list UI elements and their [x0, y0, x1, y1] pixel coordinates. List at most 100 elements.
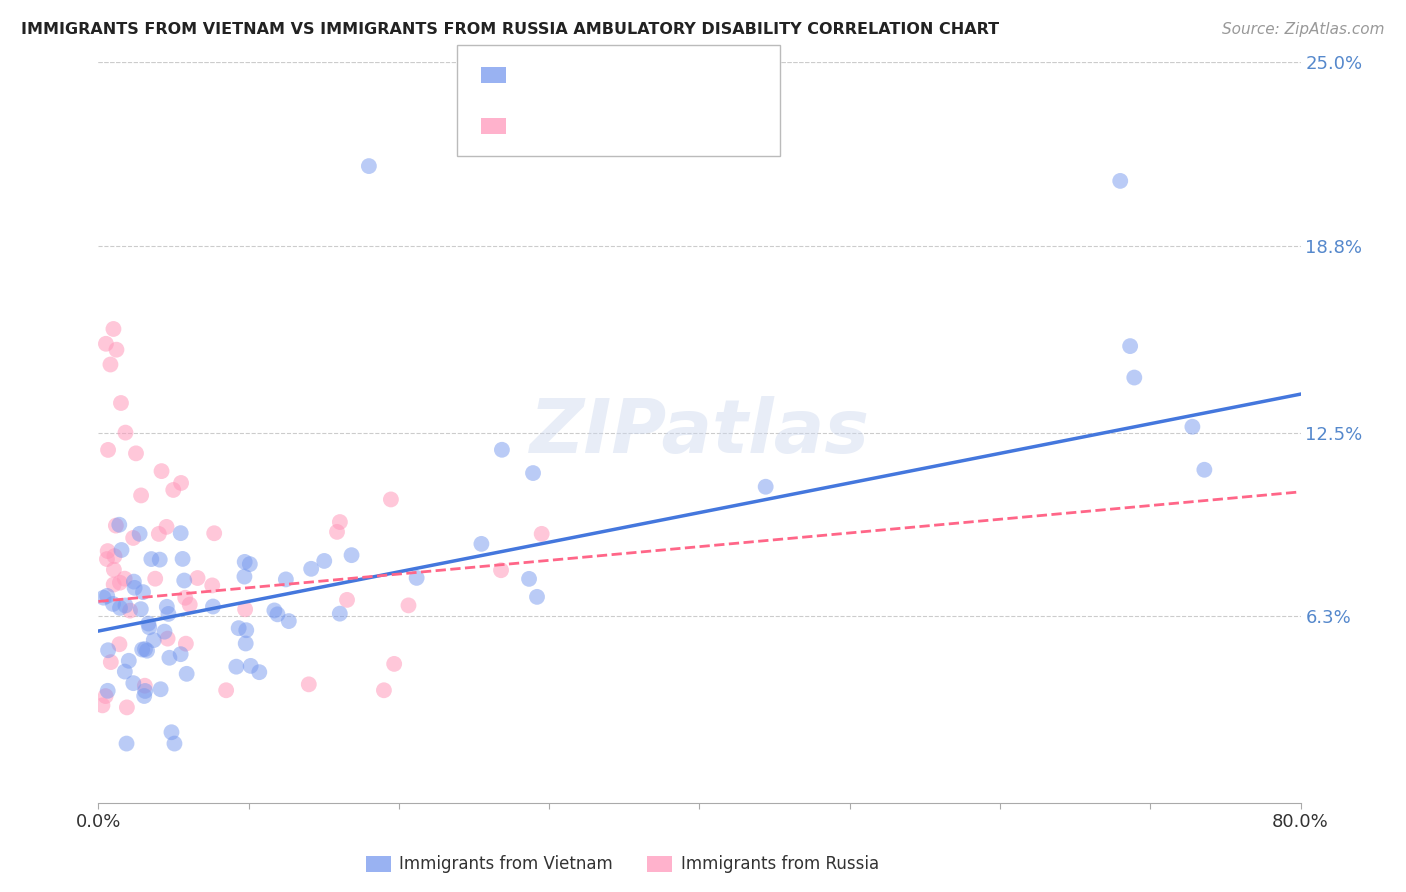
- Point: [129, 602, 152, 616]
- Point: [125, 446, 148, 460]
- Point: [153, 624, 176, 639]
- Point: [274, 573, 297, 587]
- Point: [93, 591, 115, 605]
- Text: N =: N =: [619, 66, 671, 84]
- Point: [233, 555, 256, 569]
- Point: [1109, 174, 1132, 188]
- Point: [266, 607, 288, 622]
- Point: [174, 591, 197, 605]
- Point: [329, 515, 352, 529]
- Point: [176, 666, 198, 681]
- Point: [228, 621, 250, 635]
- Point: [138, 620, 160, 634]
- Point: [150, 464, 173, 478]
- Point: [110, 396, 132, 410]
- Point: [239, 557, 262, 571]
- Point: [114, 572, 136, 586]
- Point: [530, 527, 553, 541]
- Text: 50: 50: [665, 117, 690, 135]
- Point: [1194, 463, 1216, 477]
- Point: [326, 524, 349, 539]
- Text: 0.052: 0.052: [560, 117, 616, 135]
- Point: [91, 698, 114, 713]
- Point: [103, 322, 125, 336]
- Text: Immigrants from Russia: Immigrants from Russia: [681, 855, 879, 873]
- Point: [156, 599, 179, 614]
- Point: [157, 650, 180, 665]
- Point: [136, 643, 159, 657]
- Point: [132, 585, 155, 599]
- Point: [1181, 419, 1204, 434]
- Point: [174, 637, 197, 651]
- Point: [169, 647, 191, 661]
- Point: [115, 700, 138, 714]
- Point: [340, 548, 363, 562]
- Point: [142, 633, 165, 648]
- Point: [114, 599, 136, 613]
- Point: [470, 537, 492, 551]
- Point: [247, 665, 270, 680]
- Point: [103, 577, 125, 591]
- Point: [143, 572, 166, 586]
- Point: [103, 549, 125, 563]
- Point: [148, 527, 170, 541]
- Point: [201, 578, 224, 592]
- Point: [96, 589, 118, 603]
- Point: [134, 684, 156, 698]
- Text: R =: R =: [517, 66, 557, 84]
- Point: [522, 466, 544, 480]
- Point: [172, 552, 194, 566]
- Point: [156, 632, 179, 646]
- Text: Source: ZipAtlas.com: Source: ZipAtlas.com: [1222, 22, 1385, 37]
- Point: [149, 552, 172, 566]
- Point: [149, 682, 172, 697]
- Point: [108, 637, 131, 651]
- Point: [100, 358, 122, 372]
- Point: [141, 552, 163, 566]
- Point: [97, 683, 120, 698]
- Point: [398, 599, 420, 613]
- Point: [380, 492, 402, 507]
- Point: [382, 657, 405, 671]
- Point: [105, 343, 128, 357]
- Point: [96, 552, 118, 566]
- Point: [108, 517, 131, 532]
- Point: [124, 581, 146, 595]
- Point: [122, 574, 145, 589]
- Point: [170, 526, 193, 541]
- Point: [239, 659, 262, 673]
- Point: [128, 526, 150, 541]
- Point: [134, 642, 156, 657]
- Point: [1119, 339, 1142, 353]
- Point: [233, 602, 256, 616]
- Point: [202, 526, 225, 541]
- Point: [94, 689, 117, 703]
- Point: [115, 737, 138, 751]
- Point: [277, 614, 299, 628]
- Point: [118, 654, 141, 668]
- Point: [97, 442, 120, 457]
- Point: [101, 597, 124, 611]
- Point: [114, 665, 136, 679]
- Point: [298, 677, 321, 691]
- Point: [110, 543, 132, 558]
- Text: IMMIGRANTS FROM VIETNAM VS IMMIGRANTS FROM RUSSIA AMBULATORY DISABILITY CORRELAT: IMMIGRANTS FROM VIETNAM VS IMMIGRANTS FR…: [21, 22, 1000, 37]
- Point: [170, 475, 193, 490]
- Point: [157, 607, 180, 621]
- Point: [97, 643, 120, 657]
- Point: [225, 659, 247, 673]
- Point: [329, 607, 352, 621]
- Point: [489, 563, 512, 577]
- Point: [1123, 370, 1146, 384]
- Point: [114, 425, 136, 440]
- Point: [108, 575, 131, 590]
- Point: [526, 590, 548, 604]
- Point: [755, 480, 778, 494]
- Point: [235, 623, 257, 637]
- Point: [314, 554, 336, 568]
- Point: [215, 683, 238, 698]
- Point: [336, 593, 359, 607]
- Point: [134, 679, 156, 693]
- Text: 0.491: 0.491: [560, 66, 616, 84]
- Point: [187, 571, 209, 585]
